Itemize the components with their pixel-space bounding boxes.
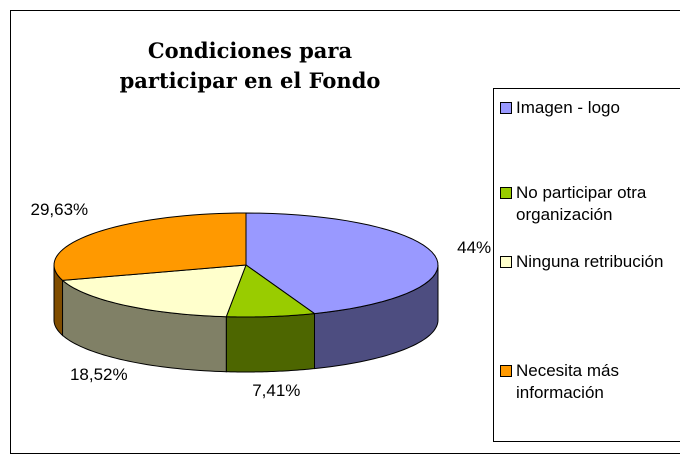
legend: Imagen - logo No participar otra organiza…: [493, 88, 680, 442]
legend-label: Ninguna retribución: [516, 252, 664, 271]
data-label: 29,63%: [31, 200, 89, 219]
legend-entry: Imagen - logo: [500, 97, 680, 119]
pie-side: [225, 313, 315, 373]
data-label: 44%: [457, 238, 491, 257]
legend-swatch: [500, 102, 512, 114]
chart-frame: [10, 10, 680, 454]
legend-label: Necesita más información: [516, 361, 619, 402]
legend-swatch: [500, 187, 512, 199]
legend-swatch: [500, 365, 512, 377]
pie-slice: [245, 212, 439, 315]
legend-swatch: [500, 256, 512, 268]
pie-slice: [53, 212, 247, 281]
legend-label: Imagen - logo: [516, 98, 620, 117]
chart-title: Condiciones para participar en el Fondo: [119, 38, 381, 93]
pie-slice: [225, 264, 316, 318]
legend-label: No participar otra organización: [516, 183, 647, 224]
legend-entry: Necesita más información: [500, 360, 680, 404]
pie-slice: [61, 264, 247, 318]
legend-entry: No participar otra organización: [500, 182, 680, 226]
data-label: 18,52%: [70, 365, 128, 384]
legend-entry: Ninguna retribución: [500, 251, 680, 273]
data-label: 7,41%: [252, 381, 300, 400]
